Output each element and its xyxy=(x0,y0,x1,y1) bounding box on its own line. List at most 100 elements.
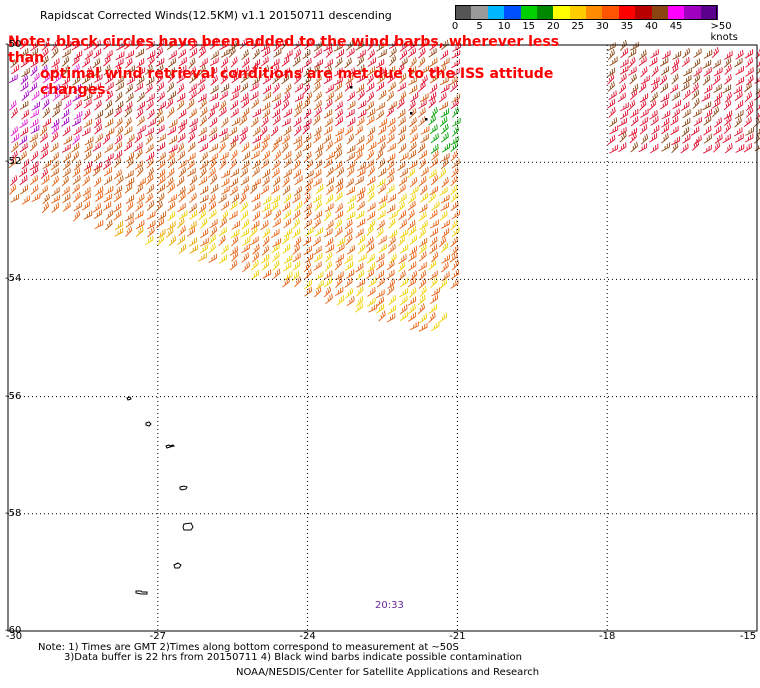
wind-barb xyxy=(441,123,449,135)
wind-barb xyxy=(429,124,438,135)
wind-barb xyxy=(178,56,187,67)
wind-barb xyxy=(734,110,744,119)
wind-barb xyxy=(145,174,154,185)
wind-barb xyxy=(39,125,48,137)
wind-barb xyxy=(283,126,292,136)
wind-barb xyxy=(157,91,165,102)
wind-barb xyxy=(51,47,59,59)
wind-barb xyxy=(366,297,376,307)
wind-barb xyxy=(356,200,365,211)
wind-barb xyxy=(396,98,405,109)
wind-barb xyxy=(378,310,386,322)
wind-barb xyxy=(261,116,269,128)
wind-barb xyxy=(428,304,438,314)
wind-barb xyxy=(691,82,699,94)
wind-barb xyxy=(218,226,227,237)
wind-barb xyxy=(114,141,123,152)
wind-barb xyxy=(230,56,238,68)
wind-barb xyxy=(157,228,166,239)
wind-barb xyxy=(83,166,92,177)
colorbar-swatch xyxy=(586,5,603,20)
wind-barb xyxy=(386,153,396,163)
wind-barb xyxy=(292,260,301,271)
wind-barb xyxy=(176,142,185,154)
wind-barb xyxy=(367,49,375,61)
wind-barb xyxy=(251,63,259,75)
wind-barb xyxy=(41,47,49,59)
wind-barb xyxy=(619,131,627,143)
wind-barb xyxy=(418,47,426,59)
wind-barb xyxy=(272,268,281,280)
wind-barb xyxy=(378,235,387,245)
wind-barb xyxy=(314,106,322,118)
wind-barb xyxy=(368,303,378,313)
wind-barb xyxy=(50,167,59,178)
wind-barb xyxy=(209,117,218,128)
wind-barb xyxy=(19,118,28,129)
wind-barb xyxy=(123,126,133,136)
wind-barb xyxy=(53,100,62,110)
wind-barb xyxy=(429,186,438,196)
wind-barb xyxy=(188,66,197,78)
wind-barb xyxy=(724,64,732,75)
wind-barb xyxy=(450,219,458,231)
wind-barb xyxy=(240,201,248,212)
wind-barb xyxy=(71,151,80,162)
wind-barb xyxy=(312,177,322,187)
wind-barb xyxy=(177,234,186,245)
wind-barb xyxy=(177,185,186,197)
wind-barb xyxy=(283,209,292,220)
wind-barb xyxy=(313,261,322,271)
wind-barb xyxy=(231,250,239,262)
wind-barb xyxy=(355,83,365,94)
wind-barb xyxy=(703,84,713,94)
wind-barb xyxy=(304,209,312,220)
wind-barb xyxy=(356,186,366,196)
wind-barb xyxy=(30,124,40,134)
wind-barb xyxy=(744,91,753,103)
wind-barb xyxy=(113,185,123,196)
wind-barb xyxy=(733,85,742,95)
wind-barb xyxy=(241,141,250,153)
wind-barb xyxy=(219,158,227,170)
wind-barb xyxy=(30,65,38,77)
wind-barb xyxy=(366,66,376,76)
wind-barb xyxy=(81,74,91,85)
island-outline xyxy=(179,485,188,491)
wind-barb xyxy=(313,286,322,298)
colorbar-label: >50 knots xyxy=(710,21,738,43)
wind-barb xyxy=(723,99,732,111)
wind-barb xyxy=(640,133,649,145)
wind-barb xyxy=(366,108,376,118)
wind-barb xyxy=(281,67,290,77)
colorbar-label: 15 xyxy=(522,21,536,32)
wind-barb xyxy=(609,144,618,154)
wind-barb xyxy=(378,89,387,100)
wind-barb xyxy=(116,125,124,137)
wind-barb xyxy=(303,133,312,144)
wind-barb xyxy=(51,118,60,129)
wind-barb xyxy=(73,191,81,203)
wind-barb xyxy=(156,217,165,229)
wind-barb xyxy=(230,235,239,247)
wind-barb xyxy=(210,183,219,194)
wind-barb xyxy=(418,211,427,222)
colorbar-label: 0 xyxy=(451,21,459,32)
wind-barb xyxy=(209,218,218,229)
wind-barb xyxy=(713,141,721,153)
wind-barb xyxy=(336,237,346,247)
wind-barb xyxy=(61,91,70,101)
wind-barb xyxy=(429,65,438,76)
wind-barb xyxy=(125,83,133,95)
wind-barb xyxy=(294,100,303,111)
wind-barb xyxy=(134,210,144,220)
wind-barb xyxy=(650,76,660,86)
wind-barb xyxy=(39,185,48,196)
wind-barb xyxy=(62,152,72,163)
wind-barb xyxy=(135,148,143,160)
wind-barb xyxy=(104,118,114,128)
wind-barb xyxy=(146,167,155,179)
wind-barb xyxy=(252,210,261,222)
wind-barb xyxy=(40,142,49,153)
